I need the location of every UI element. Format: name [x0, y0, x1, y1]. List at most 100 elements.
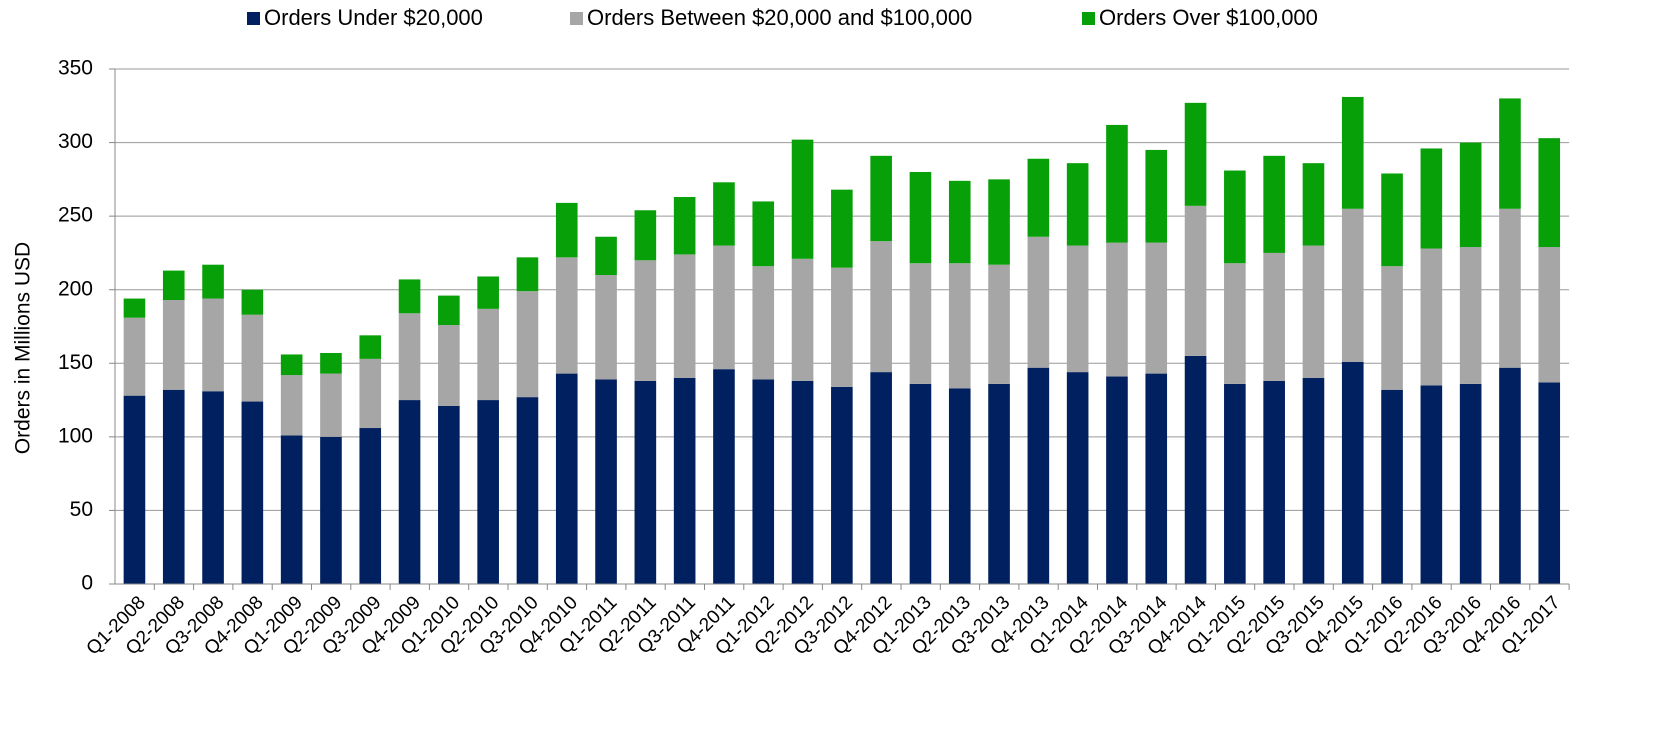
bar-segment — [398, 400, 421, 584]
bar-segment — [1420, 148, 1443, 249]
bar-segment — [1499, 208, 1521, 368]
bar-segment — [162, 389, 185, 584]
bar-segment — [1459, 142, 1482, 248]
bar-segment — [713, 182, 735, 246]
bar-segment — [1066, 163, 1089, 246]
bar-segment — [595, 236, 617, 275]
bar-segment — [791, 380, 814, 584]
bar-segment — [123, 317, 146, 396]
bar-segment — [320, 352, 342, 374]
bar-segment — [123, 395, 146, 584]
bar-segment — [359, 335, 382, 359]
bar-segment — [241, 289, 264, 315]
bar-segment — [280, 354, 303, 376]
bar-segment — [634, 210, 657, 261]
bar-segment — [516, 291, 539, 398]
y-tick-label: 0 — [81, 572, 93, 595]
bar-segment — [1066, 245, 1089, 373]
bar-segment — [280, 435, 303, 584]
bar-segment — [713, 245, 735, 370]
bar-segment — [1027, 236, 1050, 368]
bar-segment — [1145, 373, 1168, 584]
bar-segment — [1499, 367, 1521, 584]
bar-segment — [673, 254, 696, 378]
y-tick-label: 50 — [70, 498, 93, 521]
bar-segment — [988, 383, 1010, 584]
bar-segment — [909, 383, 932, 584]
bar-segment — [202, 391, 224, 584]
bar-segment — [1459, 247, 1482, 384]
bar-segment — [1381, 173, 1403, 267]
bar-segment — [673, 378, 696, 584]
bar-segment — [752, 266, 775, 380]
bar-segment — [1499, 98, 1521, 209]
bar-segment — [1027, 158, 1050, 237]
y-axis-label: Orders in Millions USD — [12, 242, 35, 454]
bar-segment — [241, 401, 264, 584]
bar-segment — [1184, 102, 1207, 206]
bar-segment — [1184, 355, 1207, 584]
bar-segment — [1145, 242, 1168, 374]
bar-segment — [791, 258, 814, 381]
y-tick-label: 250 — [58, 204, 93, 227]
bar-segment — [948, 263, 971, 389]
bar-segment — [398, 279, 421, 314]
bar-segment — [1420, 248, 1443, 386]
bar-segment — [438, 295, 460, 326]
legend-label: Orders Between $20,000 and $100,000 — [587, 5, 972, 30]
bar-segment — [280, 375, 303, 436]
bar-segment — [359, 428, 382, 584]
bar-segment — [477, 308, 499, 401]
bar-segment — [831, 267, 853, 387]
bar-segment — [123, 298, 146, 318]
bar-segment — [1184, 205, 1207, 356]
y-tick-label: 100 — [58, 424, 93, 447]
bar-segment — [909, 263, 932, 384]
bar-segment — [241, 314, 264, 402]
bar-segment — [752, 201, 775, 267]
legend-label: Orders Over $100,000 — [1099, 5, 1318, 30]
bar-segment — [1341, 361, 1364, 584]
bar-segment — [948, 180, 971, 264]
bar-segment — [870, 372, 892, 584]
bar-segment — [202, 298, 224, 392]
bar-segment — [1381, 266, 1403, 390]
bar-segment — [1381, 389, 1403, 584]
bar-segment — [673, 197, 696, 255]
bar-segment — [1459, 383, 1482, 584]
bar-segment — [988, 179, 1010, 265]
bar-segment — [1106, 242, 1128, 377]
bar-segment — [870, 241, 892, 373]
bar-segment — [1538, 247, 1561, 383]
bar-segment — [1224, 170, 1246, 264]
bar-segment — [1263, 252, 1285, 381]
bar-segment — [516, 397, 539, 584]
bar-segment — [1027, 367, 1050, 584]
bar-segment — [1224, 383, 1246, 584]
bar-segment — [595, 379, 617, 584]
bar-segment — [438, 325, 460, 406]
bar-segment — [713, 369, 735, 584]
bar-segment — [162, 300, 185, 390]
bar-segment — [438, 405, 460, 584]
bar-segment — [634, 380, 657, 584]
bar-segment — [948, 388, 971, 584]
bar-segment — [359, 358, 382, 429]
bar-segment — [1106, 124, 1128, 243]
bar-segment — [1066, 372, 1089, 584]
bar-segment — [988, 264, 1010, 384]
bar-segment — [1106, 376, 1128, 584]
y-tick-label: 350 — [58, 57, 93, 80]
bar-segment — [909, 172, 932, 264]
bar-segment — [791, 139, 814, 259]
bar-segment — [320, 373, 342, 437]
bar-segment — [555, 373, 578, 584]
bar-segment — [1341, 208, 1364, 362]
bar-segment — [555, 257, 578, 374]
bar-segment — [1145, 149, 1168, 243]
bar-segment — [831, 189, 853, 268]
bar-segment — [555, 202, 578, 258]
bar-segment — [1302, 245, 1325, 378]
y-tick-label: 300 — [58, 130, 93, 153]
